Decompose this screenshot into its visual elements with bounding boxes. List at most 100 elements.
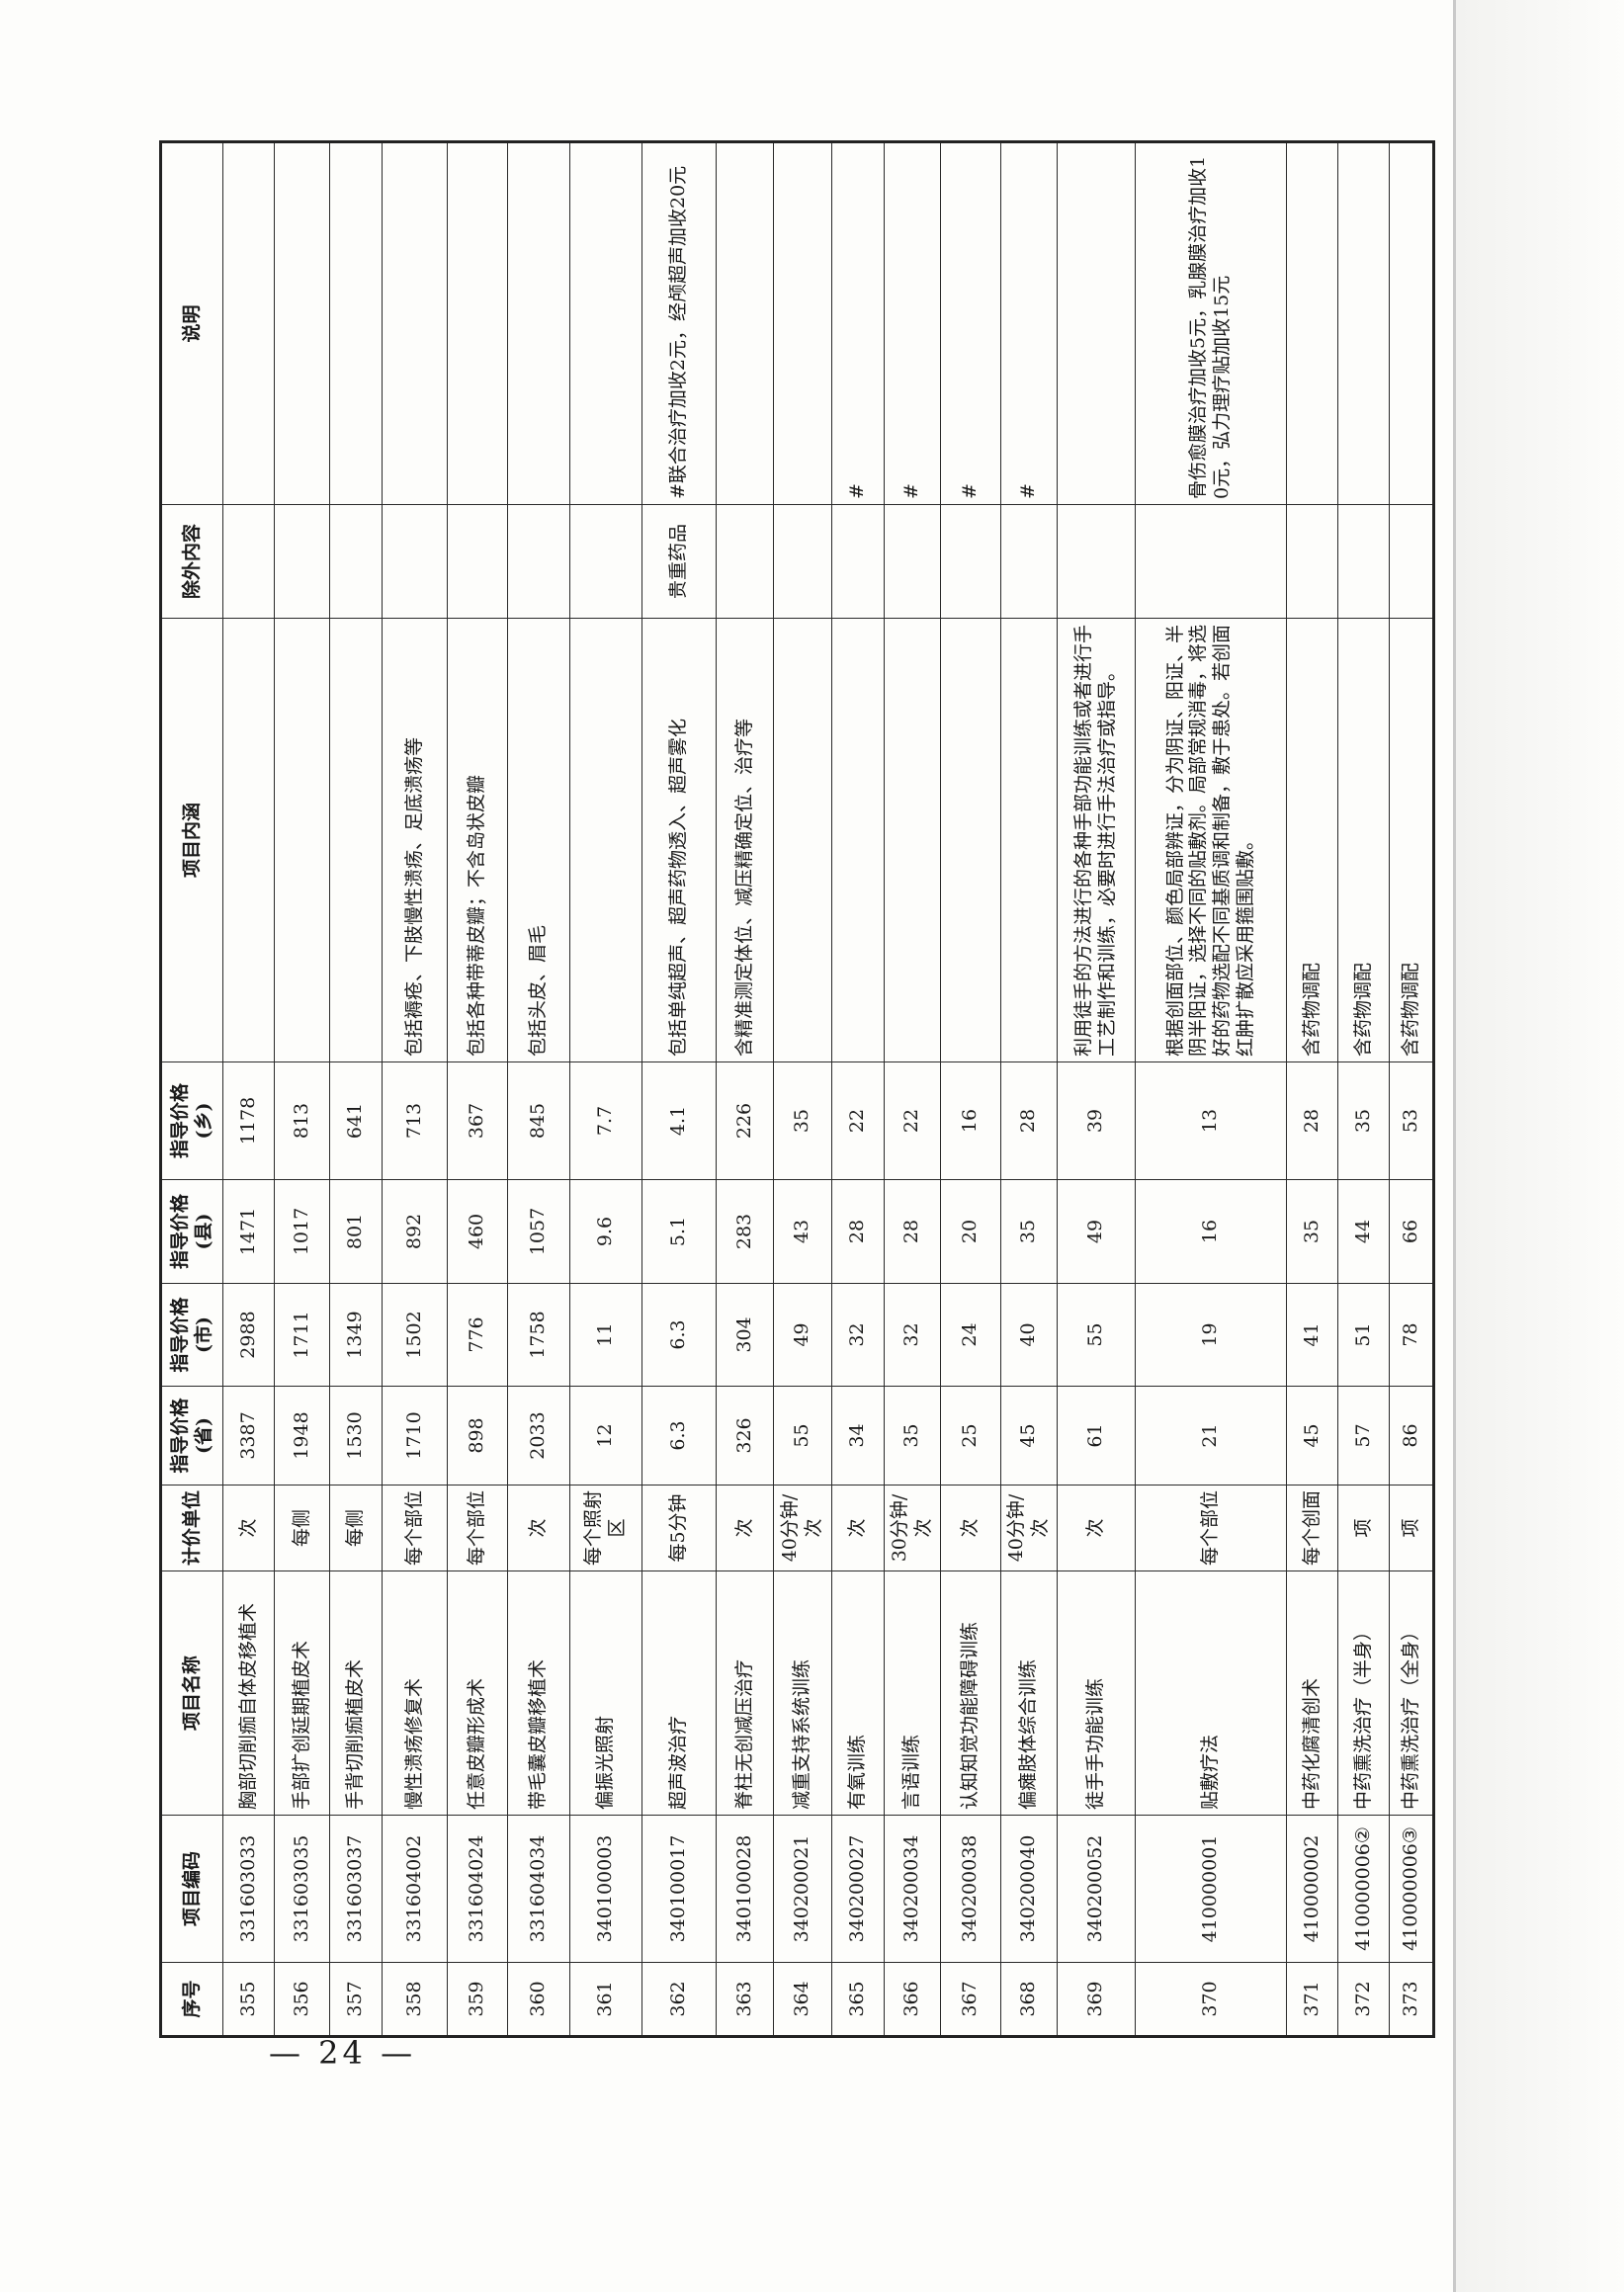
cell-exclusions: [1000, 504, 1058, 619]
cell-content: 包括各种带蒂皮瓣；不含岛状皮瓣: [447, 618, 508, 1062]
table-row: 358 331604002 慢性溃疡修复术 每个部位 1710 1502 892 713 包括褥…: [382, 141, 448, 2037]
table-row: 369 340200052 徒手手功能训练次 61 55 49 39 利用徒手的方法进行的各种…: [1057, 141, 1136, 2037]
cell-content: [940, 618, 1001, 1062]
cell-exclusions: [274, 504, 330, 619]
table-row: 364 340200021 减重支持系统训练 40分钟/次 55 49 43 35: [773, 141, 832, 2037]
cell-unit: 项: [1389, 1485, 1434, 1571]
table-row: 361 340100003 偏振光照射 每个照射区 12 11 9.6 7.7: [569, 141, 642, 2037]
cell-price-township: 7.7: [569, 1061, 642, 1180]
cell-price-province: 55: [773, 1386, 832, 1486]
cell-price-township: 22: [831, 1061, 885, 1180]
cell-name: 认知知觉功能障碍训练: [940, 1570, 1001, 1816]
cell-price-township: 28: [1000, 1061, 1058, 1180]
cell-content: 根据创面部位、颜色局部辨证，分为阴证、阳证、半阴半阳证，选择不同的贴敷剂。局部常…: [1135, 618, 1287, 1062]
cell-name: 减重支持系统训练: [773, 1570, 832, 1816]
cell-price-province: 1948: [274, 1386, 330, 1486]
cell-price-city: 2988: [222, 1283, 275, 1387]
cell-code: 331604024: [447, 1815, 508, 1963]
cell-notes: #联合治疗加收2元，经颅超声加收20元: [641, 141, 717, 505]
cell-notes: #: [831, 141, 885, 505]
cell-name: 有氧训练: [831, 1570, 885, 1816]
cell-price-township: 4.1: [641, 1061, 717, 1180]
cell-name: 慢性溃疡修复术: [382, 1570, 448, 1816]
cell-seq: 371: [1286, 1962, 1338, 2037]
cell-notes: [773, 141, 832, 505]
cell-code: 340100003: [569, 1815, 642, 1963]
cell-code: 331603033: [222, 1815, 275, 1963]
cell-exclusions: [884, 504, 941, 619]
cell-code: 410000006③: [1389, 1815, 1434, 1963]
cell-notes: [382, 141, 448, 505]
cell-seq: 356: [274, 1962, 330, 2037]
table-row: 366 340200034 言语训练 30分钟/次 35 32 28 22 #: [884, 141, 941, 2037]
cell-price-county: 892: [382, 1179, 448, 1284]
cell-price-province: 86: [1389, 1386, 1434, 1486]
cell-price-city: 1711: [274, 1283, 330, 1387]
cell-exclusions: [382, 504, 448, 619]
cell-price-county: 5.1: [641, 1179, 717, 1284]
cell-price-county: 1471: [222, 1179, 275, 1284]
cell-exclusions: [1057, 504, 1136, 619]
cell-content: [773, 618, 832, 1062]
page-number: — 24 —: [269, 2034, 417, 2072]
cell-price-city: 1502: [382, 1283, 448, 1387]
cell-unit: 30分钟/次: [884, 1485, 941, 1571]
cell-content: [1000, 618, 1058, 1062]
cell-price-city: 1758: [507, 1283, 570, 1387]
cell-price-county: 43: [773, 1179, 832, 1284]
header-price-province: 指导价格(省): [160, 1386, 223, 1486]
cell-price-township: 641: [329, 1061, 383, 1180]
cell-notes: #: [940, 141, 1001, 505]
cell-exclusions: [507, 504, 570, 619]
cell-price-township: 22: [884, 1061, 941, 1180]
cell-seq: 372: [1337, 1962, 1390, 2037]
cell-price-county: 20: [940, 1179, 1001, 1284]
cell-price-county: 44: [1337, 1179, 1390, 1284]
cell-notes: [1337, 141, 1390, 505]
header-row: 序号 项目编码 项目名称 计价单位 指导价格(省) 指导价格(市) 指导价格(县) 指导价格(…: [160, 141, 223, 2037]
cell-seq: 364: [773, 1962, 832, 2037]
cell-unit: 每5分钟: [641, 1485, 717, 1571]
cell-exclusions: [831, 504, 885, 619]
cell-name: 贴敷疗法: [1135, 1570, 1287, 1816]
cell-price-province: 25: [940, 1386, 1001, 1486]
cell-code: 340100017: [641, 1815, 717, 1963]
cell-price-city: 55: [1057, 1283, 1136, 1387]
table-row: 368 340200040 偏瘫肢体综合训练 40分钟/次 45 40 35 28 #: [1000, 141, 1058, 2037]
cell-code: 340200052: [1057, 1815, 1136, 1963]
cell-notes: [274, 141, 330, 505]
cell-unit: 项: [1337, 1485, 1390, 1571]
cell-content: [569, 618, 642, 1062]
cell-price-county: 35: [1286, 1179, 1338, 1284]
cell-content: [222, 618, 275, 1062]
scan-edge: [1453, 0, 1456, 2292]
cell-price-county: 28: [884, 1179, 941, 1284]
cell-unit: 次: [507, 1485, 570, 1571]
table-row: 360 331604034 带毛囊皮瓣移植术次 2033 1758 1057 845 包括头皮…: [507, 141, 570, 2037]
cell-price-province: 61: [1057, 1386, 1136, 1486]
cell-unit: 次: [716, 1485, 774, 1571]
scan-shadow: [1456, 0, 1624, 2292]
cell-exclusions: [569, 504, 642, 619]
cell-code: 340200040: [1000, 1815, 1058, 1963]
cell-price-city: 78: [1389, 1283, 1434, 1387]
table-row: 365 340200027 有氧训练次 34 32 28 22 #: [831, 141, 885, 2037]
cell-price-county: 1017: [274, 1179, 330, 1284]
header-notes: 说明: [160, 141, 223, 505]
cell-exclusions: [329, 504, 383, 619]
cell-price-township: 13: [1135, 1061, 1287, 1180]
cell-unit: 每个部位: [1135, 1485, 1287, 1571]
cell-notes: [447, 141, 508, 505]
header-unit: 计价单位: [160, 1485, 223, 1571]
cell-price-province: 21: [1135, 1386, 1287, 1486]
cell-seq: 368: [1000, 1962, 1058, 2037]
cell-code: 340100028: [716, 1815, 774, 1963]
cell-price-city: 6.3: [641, 1283, 717, 1387]
cell-code: 331604002: [382, 1815, 448, 1963]
cell-price-city: 24: [940, 1283, 1001, 1387]
cell-exclusions: [1337, 504, 1390, 619]
header-content: 项目内涵: [160, 618, 223, 1062]
cell-seq: 363: [716, 1962, 774, 2037]
cell-seq: 362: [641, 1962, 717, 2037]
cell-price-township: 35: [773, 1061, 832, 1180]
